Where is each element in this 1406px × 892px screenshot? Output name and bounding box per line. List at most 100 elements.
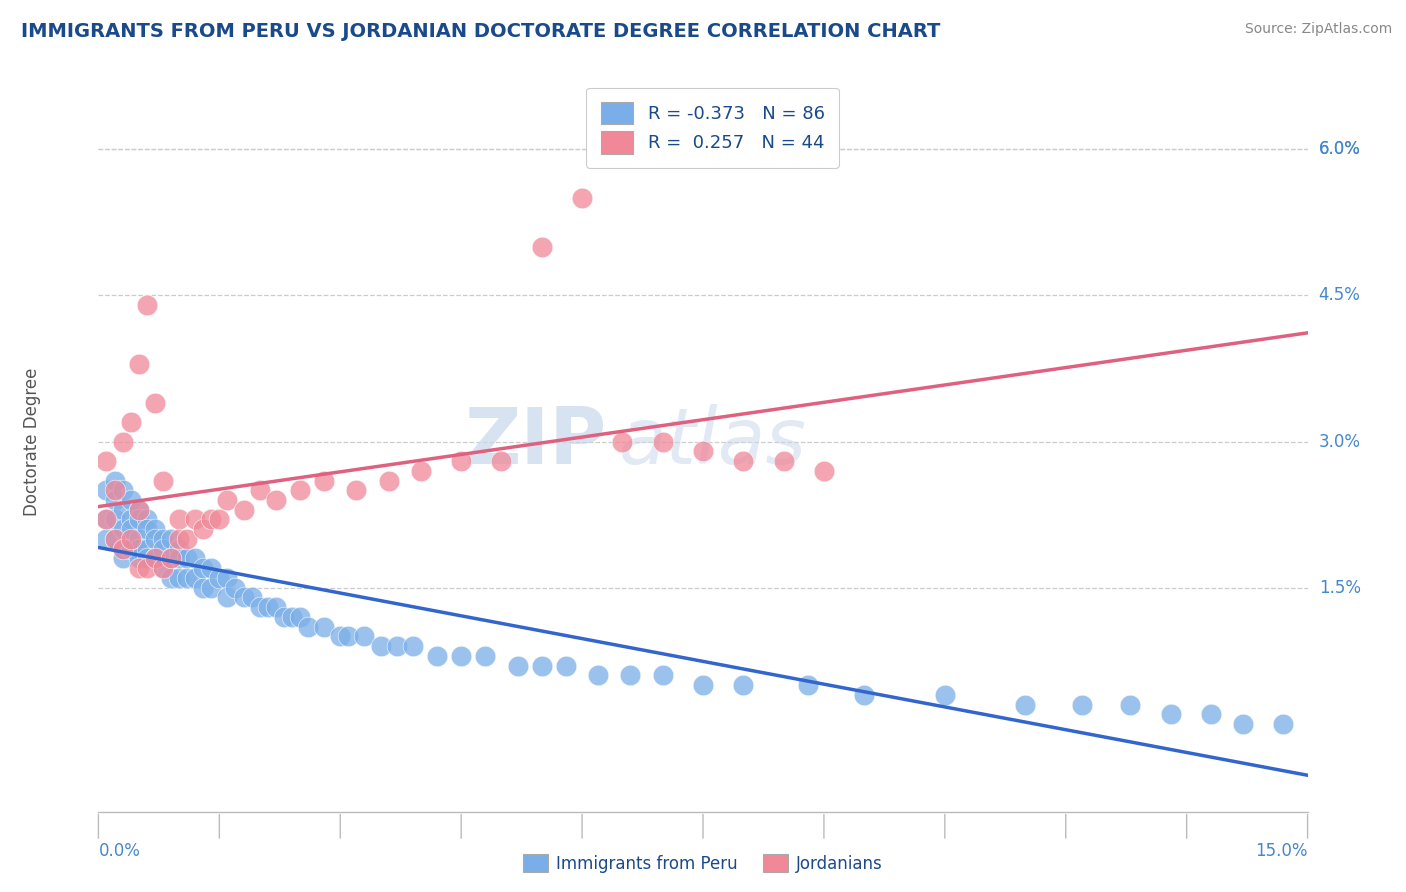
Point — [651, 434, 673, 449]
Point — [152, 532, 174, 546]
Point — [103, 512, 125, 526]
Point — [288, 483, 311, 498]
Point — [176, 551, 198, 566]
Point — [128, 502, 150, 516]
Point — [264, 600, 287, 615]
Point — [160, 571, 183, 585]
Point — [143, 551, 166, 566]
Point — [232, 591, 254, 605]
Point — [120, 493, 142, 508]
Point — [385, 639, 408, 653]
Text: 1.5%: 1.5% — [1319, 579, 1361, 597]
Point — [426, 648, 449, 663]
Point — [571, 191, 593, 205]
Point — [1160, 707, 1182, 722]
Text: 6.0%: 6.0% — [1319, 140, 1361, 158]
Point — [111, 541, 134, 556]
Point — [1119, 698, 1142, 712]
Point — [152, 561, 174, 575]
Point — [530, 240, 553, 254]
Point — [200, 512, 222, 526]
Point — [96, 532, 118, 546]
Text: IMMIGRANTS FROM PERU VS JORDANIAN DOCTORATE DEGREE CORRELATION CHART: IMMIGRANTS FROM PERU VS JORDANIAN DOCTOR… — [21, 22, 941, 41]
Point — [450, 648, 472, 663]
Point — [217, 493, 239, 508]
Point — [103, 474, 125, 488]
Point — [1070, 698, 1092, 712]
Point — [612, 434, 634, 449]
Point — [297, 620, 319, 634]
Point — [232, 502, 254, 516]
Point — [474, 648, 496, 663]
Point — [853, 688, 876, 702]
Point — [111, 434, 134, 449]
Point — [281, 610, 304, 624]
Point — [96, 454, 118, 468]
Point — [249, 483, 271, 498]
Point — [160, 551, 183, 566]
Point — [249, 600, 271, 615]
Point — [344, 483, 367, 498]
Point — [128, 561, 150, 575]
Point — [120, 512, 142, 526]
Point — [314, 620, 336, 634]
Point — [167, 541, 190, 556]
Point — [128, 512, 150, 526]
Point — [555, 658, 578, 673]
Point — [1232, 717, 1254, 731]
Point — [1199, 707, 1222, 722]
Text: 0.0%: 0.0% — [98, 842, 141, 860]
Point — [128, 532, 150, 546]
Point — [772, 454, 794, 468]
Point — [619, 668, 641, 682]
Point — [208, 512, 231, 526]
Point — [733, 454, 755, 468]
Point — [143, 532, 166, 546]
Point — [103, 532, 125, 546]
Point — [167, 551, 190, 566]
Text: ZIP: ZIP — [464, 403, 606, 480]
Point — [128, 357, 150, 371]
Point — [200, 581, 222, 595]
Point — [160, 532, 183, 546]
Point — [96, 483, 118, 498]
Point — [184, 571, 207, 585]
Text: Doctorate Degree: Doctorate Degree — [22, 368, 41, 516]
Point — [128, 541, 150, 556]
Point — [111, 541, 134, 556]
Point — [135, 298, 157, 312]
Point — [184, 512, 207, 526]
Point — [167, 571, 190, 585]
Point — [934, 688, 956, 702]
Point — [143, 551, 166, 566]
Point — [273, 610, 295, 624]
Point — [135, 512, 157, 526]
Point — [96, 512, 118, 526]
Point — [135, 551, 157, 566]
Point — [193, 581, 215, 595]
Point — [813, 464, 835, 478]
Point — [651, 668, 673, 682]
Point — [135, 522, 157, 536]
Point — [167, 512, 190, 526]
Point — [96, 512, 118, 526]
Point — [314, 474, 336, 488]
Point — [256, 600, 278, 615]
Point — [733, 678, 755, 692]
Point — [692, 444, 714, 458]
Point — [111, 522, 134, 536]
Point — [103, 493, 125, 508]
Text: 15.0%: 15.0% — [1256, 842, 1308, 860]
Point — [135, 541, 157, 556]
Point — [409, 464, 432, 478]
Point — [111, 551, 134, 566]
Point — [160, 551, 183, 566]
Point — [103, 532, 125, 546]
Text: 4.5%: 4.5% — [1319, 286, 1361, 304]
Point — [224, 581, 246, 595]
Point — [176, 532, 198, 546]
Point — [152, 474, 174, 488]
Point — [128, 502, 150, 516]
Point — [692, 678, 714, 692]
Point — [491, 454, 513, 468]
